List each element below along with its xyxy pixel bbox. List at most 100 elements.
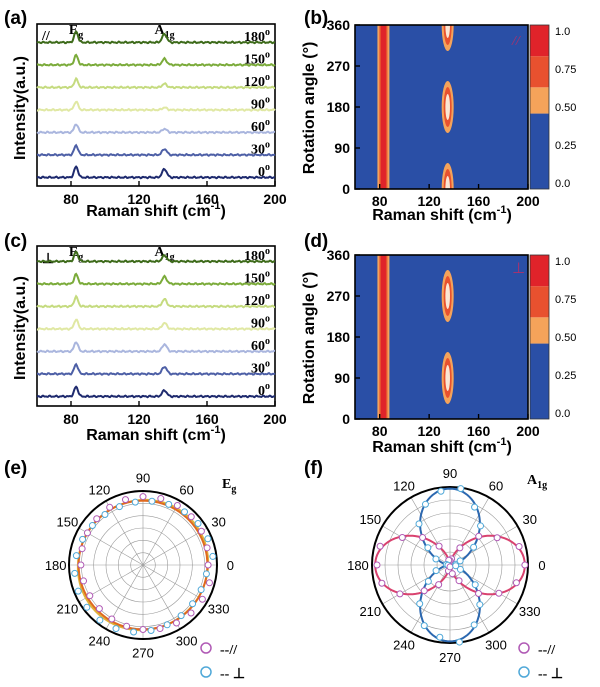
legend-e: --// -- ⊥ xyxy=(200,642,245,682)
data-point-parallel-240 xyxy=(435,581,443,589)
spectrum-150deg xyxy=(36,53,276,67)
peak-label-Eg: Eg xyxy=(69,23,83,41)
y-ticks-d: 0 90 180 270 360 xyxy=(327,247,360,427)
y-axis-label-c: Intensity(a.u.) xyxy=(12,276,29,380)
angle-label-150: 150o xyxy=(244,269,270,287)
colorbar-segment-1 xyxy=(530,87,549,114)
data-point-parallel-60 xyxy=(173,501,181,509)
data-point-parallel-165 xyxy=(78,545,86,553)
data-point-parallel-15 xyxy=(515,542,523,550)
angle-tick-180: 180 xyxy=(347,558,369,573)
data-point-perpendicular-90 xyxy=(437,487,445,495)
colorbar-segment-0 xyxy=(530,343,549,419)
y-tick-label-270: 270 xyxy=(327,288,351,304)
data-point-perpendicular-30 xyxy=(470,543,478,551)
data-point-perpendicular-45 xyxy=(477,522,485,530)
colorbar-b: 0.0 0.25 0.50 0.75 1.0 xyxy=(529,24,576,190)
colorbar-d: 0.0 0.25 0.50 0.75 1.0 xyxy=(529,254,576,420)
x-tick-label-160: 160 xyxy=(467,423,491,439)
angle-label-90: 90o xyxy=(251,95,270,113)
data-point-perpendicular-225 xyxy=(96,616,104,624)
data-point-perpendicular-0 xyxy=(209,552,217,560)
angle-tick-0: 0 xyxy=(538,558,545,573)
angle-tick-180: 180 xyxy=(45,558,67,573)
legend-label-0: --// xyxy=(538,643,556,658)
angle-tick-60: 60 xyxy=(489,478,503,493)
data-point-perpendicular-300 xyxy=(177,612,185,620)
angle-tick-120: 120 xyxy=(88,482,110,497)
y-tick-label-180: 180 xyxy=(327,329,351,345)
data-point-perpendicular-315 xyxy=(471,581,479,589)
data-point-parallel-225 xyxy=(420,587,428,595)
data-point-parallel-345 xyxy=(205,579,213,587)
angle-label-120: 120o xyxy=(244,72,270,90)
legend-marker-0 xyxy=(518,642,530,654)
angle-tick-300: 300 xyxy=(485,638,507,653)
x-tick-label-160: 160 xyxy=(195,191,219,207)
data-point-parallel-195 xyxy=(80,577,88,585)
spectrum-60deg xyxy=(36,123,276,135)
data-point-parallel-60 xyxy=(456,544,464,552)
angle-tick-0: 0 xyxy=(227,558,234,573)
data-point-perpendicular-225 xyxy=(416,600,424,608)
data-point-parallel-135 xyxy=(419,534,427,542)
data-point-parallel-150 xyxy=(398,533,406,541)
data-point-perpendicular-75 xyxy=(148,497,156,505)
colorbar-tick-0.25: 0.25 xyxy=(555,140,576,152)
a1g-lobe-90-core xyxy=(445,365,450,391)
spectra-a xyxy=(36,30,276,180)
mode-label-e: Eg xyxy=(222,477,236,495)
grid-spoke-240 xyxy=(410,564,451,633)
y-tick-label-90: 90 xyxy=(334,140,350,156)
angle-label-60: 60o xyxy=(251,336,270,354)
data-point-parallel-300 xyxy=(455,577,463,585)
grid-spoke-300 xyxy=(142,564,181,630)
data-point-perpendicular-210 xyxy=(424,577,432,585)
angle-label-120: 120o xyxy=(244,291,270,309)
colorbar-segment-2 xyxy=(530,56,549,88)
spectra-c xyxy=(36,250,276,399)
x-tick-label-200: 200 xyxy=(263,411,287,427)
data-point-perpendicular-330 xyxy=(456,565,464,573)
data-point-perpendicular-345 xyxy=(202,570,210,578)
angle-label-90: 90o xyxy=(251,314,270,332)
spectrum-60deg xyxy=(36,341,276,354)
grid-spoke-60 xyxy=(449,497,490,566)
polarization-label-c: ⊥ xyxy=(42,252,54,267)
angle-label-0: 0o xyxy=(258,162,270,180)
y-tick-label-0: 0 xyxy=(342,181,350,197)
data-point-parallel-285 xyxy=(448,570,456,578)
polarization-marker-d: ⊥ xyxy=(512,259,525,277)
angle-tick-90: 90 xyxy=(136,471,150,486)
angle-label-60: 60o xyxy=(251,117,270,135)
data-point-parallel-195 xyxy=(378,579,386,587)
y-tick-label-270: 270 xyxy=(327,58,351,74)
panel-e: (e) 0 30 60 90 120 150 180 210 240 270 300 330 Eg -… xyxy=(4,458,245,682)
x-tick-label-200: 200 xyxy=(516,193,540,209)
a1g-lobe-360-core xyxy=(445,25,450,38)
angle-tick-330: 330 xyxy=(519,604,541,619)
angle-label-0: 0o xyxy=(258,381,270,399)
data-point-parallel-255 xyxy=(123,622,131,630)
data-point-perpendicular-195 xyxy=(432,567,440,575)
data-point-parallel-330 xyxy=(198,595,206,603)
angle-label-180: 180o xyxy=(244,246,270,264)
data-point-parallel-30 xyxy=(197,527,205,535)
peak-label-A1g: A1g xyxy=(154,245,174,263)
data-point-parallel-15 xyxy=(203,544,211,552)
angle-tick-30: 30 xyxy=(211,514,225,529)
x-axis-label-c: Raman shift (cm-1) xyxy=(86,424,226,444)
data-point-perpendicular-195 xyxy=(74,587,82,595)
data-point-perpendicular-210 xyxy=(83,603,91,611)
grid-spoke-300 xyxy=(449,564,490,633)
data-point-parallel-120 xyxy=(106,503,114,511)
data-point-perpendicular-135 xyxy=(424,544,432,552)
peak-annotations-a: Eg A1g xyxy=(69,23,175,41)
y-axis-label-b: Rotation angle (°) xyxy=(301,42,318,175)
polarization-marker-b: // xyxy=(511,34,521,49)
data-point-parallel-150 xyxy=(83,529,91,537)
a1g-lobe-180-core xyxy=(445,94,450,120)
